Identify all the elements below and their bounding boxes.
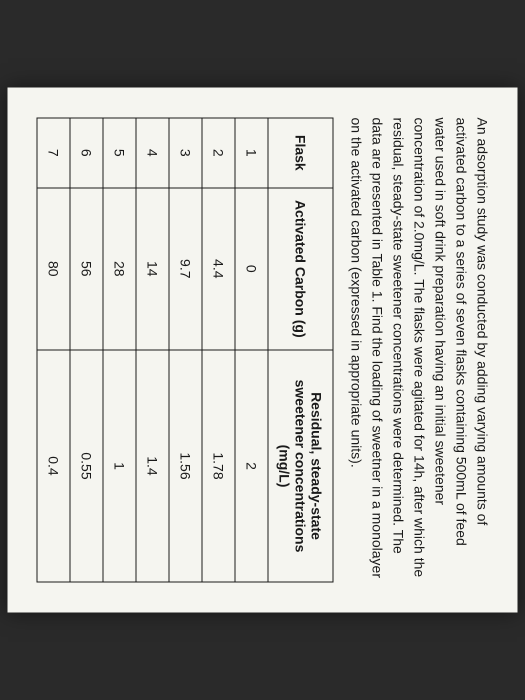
cell-flask: 3 — [169, 118, 202, 188]
cell-residual: 1 — [103, 350, 136, 582]
table-row: 3 9.7 1.56 — [169, 118, 202, 582]
table-row: 5 28 1 — [103, 118, 136, 582]
header-carbon: Activated Carbon (g) — [268, 188, 333, 350]
cell-carbon: 9.7 — [169, 188, 202, 350]
document-page: An adsorption study was conducted by add… — [8, 88, 518, 613]
cell-flask: 5 — [103, 118, 136, 188]
cell-carbon: 80 — [37, 188, 70, 350]
cell-flask: 4 — [136, 118, 169, 188]
cell-carbon: 0 — [235, 188, 268, 350]
cell-residual: 1.4 — [136, 350, 169, 582]
cell-carbon: 4.4 — [202, 188, 235, 350]
table-row: 1 0 2 — [235, 118, 268, 582]
cell-carbon: 14 — [136, 188, 169, 350]
problem-statement: An adsorption study was conducted by add… — [346, 118, 493, 583]
cell-flask: 7 — [37, 118, 70, 188]
cell-carbon: 56 — [70, 188, 103, 350]
cell-residual: 0.55 — [70, 350, 103, 582]
cell-carbon: 28 — [103, 188, 136, 350]
data-table: Flask Activated Carbon (g) Residual, ste… — [37, 118, 334, 583]
cell-residual: 1.78 — [202, 350, 235, 582]
table-row: 7 80 0.4 — [37, 118, 70, 582]
cell-flask: 1 — [235, 118, 268, 188]
table-row: 4 14 1.4 — [136, 118, 169, 582]
header-residual: Residual, steady-state sweetener concent… — [268, 350, 333, 582]
cell-residual: 2 — [235, 350, 268, 582]
cell-residual: 0.4 — [37, 350, 70, 582]
cell-flask: 6 — [70, 118, 103, 188]
table-body: 1 0 2 2 4.4 1.78 3 9.7 1.56 4 14 1.4 5 2 — [37, 118, 268, 582]
table-row: 2 4.4 1.78 — [202, 118, 235, 582]
cell-flask: 2 — [202, 118, 235, 188]
cell-residual: 1.56 — [169, 350, 202, 582]
table-header-row: Flask Activated Carbon (g) Residual, ste… — [268, 118, 333, 582]
header-flask: Flask — [268, 118, 333, 188]
table-row: 6 56 0.55 — [70, 118, 103, 582]
